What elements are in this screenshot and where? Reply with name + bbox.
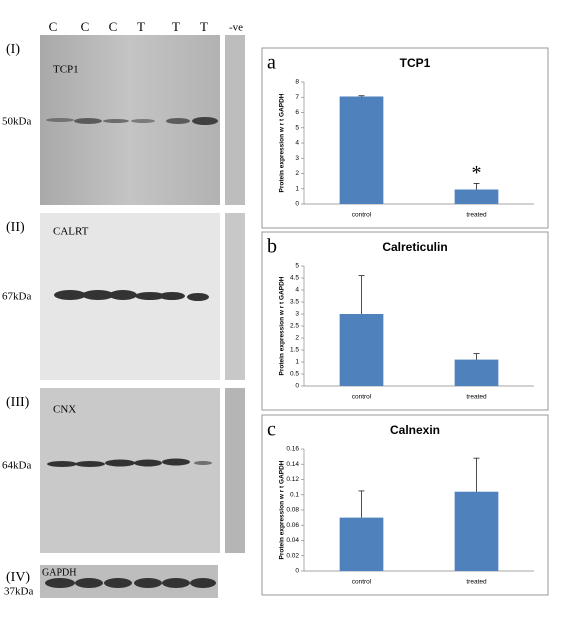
molecular-weight: 50kDa (2, 116, 31, 128)
bar (339, 314, 384, 386)
y-tick-label: 1.5 (290, 347, 299, 354)
lane-label: T (137, 19, 145, 34)
x-tick-label: treated (466, 212, 487, 219)
bar (454, 189, 499, 204)
panel-numeral: (IV) (6, 570, 30, 585)
error-bar (473, 183, 480, 190)
y-tick-label: 0 (295, 201, 299, 208)
y-axis-title: Protein expression w r t GAPDH (279, 276, 286, 375)
chart-frame (261, 414, 549, 596)
blot-film (225, 35, 245, 205)
x-tick-label: treated (466, 579, 487, 586)
x-tick-label: control (352, 394, 372, 401)
bar (339, 96, 384, 204)
y-tick-label: 0.06 (286, 522, 299, 529)
blot-film (40, 388, 220, 553)
lane-label: C (109, 19, 118, 34)
y-tick-label: 5 (295, 263, 299, 270)
y-axis-title: Protein expression w r t GAPDH (279, 93, 286, 192)
chart-title: Calnexin (390, 423, 440, 437)
protein-name: CALRT (53, 226, 89, 238)
error-bar (358, 275, 365, 314)
molecular-weight: 37kDa (4, 586, 33, 598)
y-tick-label: 3 (295, 311, 299, 318)
y-tick-label: 0.5 (290, 371, 299, 378)
y-tick-label: 0.14 (286, 461, 299, 468)
y-tick-label: 0 (295, 568, 299, 575)
y-tick-label: 2.5 (290, 323, 299, 330)
bar (339, 517, 384, 571)
y-tick-label: 2 (295, 335, 299, 342)
significance-marker: * (472, 162, 482, 184)
chart-frame (261, 231, 549, 411)
panel-numeral: (III) (6, 395, 30, 410)
panel-letter: c (267, 419, 276, 441)
lane-label: C (81, 19, 90, 34)
y-tick-label: 1 (295, 185, 299, 192)
y-tick-label: 2 (295, 170, 299, 177)
y-tick-label: 7 (295, 94, 299, 101)
molecular-weight: 67kDa (2, 291, 31, 303)
y-tick-label: 0.16 (286, 446, 299, 453)
y-axis-title: Protein expression w r t GAPDH (279, 460, 286, 559)
blot-films (40, 35, 245, 598)
error-bar (358, 95, 365, 97)
y-tick-label: 4 (295, 287, 299, 294)
bar (454, 359, 499, 386)
y-tick-label: 4.5 (290, 275, 299, 282)
y-tick-label: 0 (295, 383, 299, 390)
y-tick-label: 6 (295, 109, 299, 116)
protein-name: TCP1 (53, 64, 79, 76)
panel-numeral: (I) (6, 42, 20, 57)
lane-label: -ve (229, 22, 243, 34)
x-tick-label: control (352, 579, 372, 586)
y-tick-label: 8 (295, 79, 299, 86)
panel-numeral: (II) (6, 220, 25, 235)
blot-film (225, 388, 245, 553)
blot-bands (45, 117, 218, 588)
molecular-weight: 64kDa (2, 460, 31, 472)
y-tick-label: 0.08 (286, 507, 299, 514)
error-bar (358, 490, 365, 518)
y-tick-label: 1 (295, 359, 299, 366)
chart-title: TCP1 (400, 56, 431, 70)
lane-label: T (172, 19, 180, 34)
blot-film (225, 213, 245, 380)
error-bar (473, 353, 480, 360)
y-tick-label: 0.02 (286, 552, 299, 559)
y-tick-label: 4 (295, 140, 299, 147)
y-tick-label: 3 (295, 155, 299, 162)
y-tick-label: 5 (295, 124, 299, 131)
panel-letter: a (267, 52, 276, 74)
x-tick-label: control (352, 212, 372, 219)
x-tick-label: treated (466, 394, 487, 401)
y-tick-label: 0.1 (290, 491, 299, 498)
y-tick-label: 0.12 (286, 476, 299, 483)
protein-name: GAPDH (42, 567, 76, 578)
chart-title: Calreticulin (382, 240, 447, 254)
y-tick-label: 0.04 (286, 537, 299, 544)
lane-label: T (200, 19, 208, 34)
bar (454, 491, 499, 571)
y-tick-label: 3.5 (290, 299, 299, 306)
chart-frame (261, 47, 549, 229)
protein-name: CNX (53, 404, 76, 416)
lane-label: C (49, 19, 58, 34)
error-bar (473, 457, 480, 492)
panel-letter: b (267, 236, 277, 258)
